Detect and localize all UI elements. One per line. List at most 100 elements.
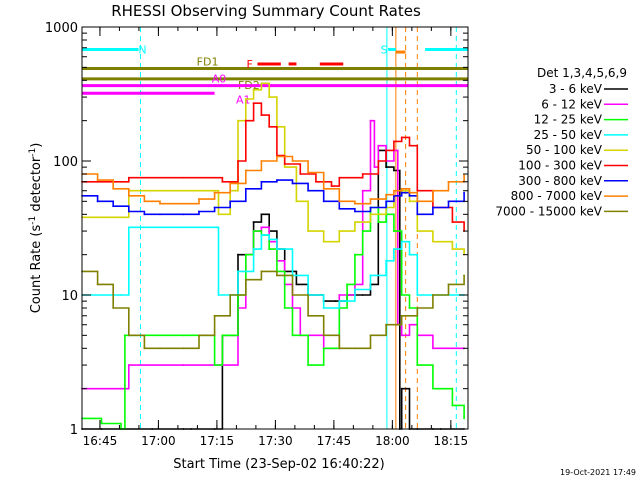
flag-bars: FD1FD2A0A1NSF [82, 43, 468, 106]
series-point-2 [221, 334, 224, 337]
series-point-7 [322, 187, 325, 190]
series-point-8 [127, 334, 130, 337]
series-point-3 [276, 248, 278, 251]
series-point-6 [408, 194, 411, 197]
series-point-6 [213, 206, 216, 209]
series-point-2 [213, 364, 216, 366]
series-point-5 [338, 176, 341, 179]
series-point-4 [283, 166, 286, 169]
series-point-2 [322, 347, 325, 350]
series-point-2 [354, 253, 356, 256]
series-point-8 [408, 314, 411, 317]
legend-entry-label: 100 - 300 keV [518, 159, 602, 173]
axes: 16:45 17:00 17:15 17:30 17:45 18:00 18:15 1 10 10… [45, 21, 468, 448]
series-point-4 [369, 213, 372, 216]
series-point-1 [361, 189, 364, 192]
series-point-0 [237, 253, 239, 256]
series-point-6 [400, 191, 403, 194]
series-point-7 [260, 160, 263, 162]
series-point-5 [299, 173, 302, 175]
legend-title: Det 1,3,4,5,6,9 [537, 66, 627, 80]
series-point-7 [143, 200, 146, 203]
series-point-0 [385, 166, 388, 169]
series-point-4 [416, 230, 419, 232]
series-point-6 [143, 213, 146, 216]
series-point-2 [268, 248, 271, 251]
series-point-7 [244, 169, 247, 172]
series-point-7 [385, 193, 388, 196]
series-point-5 [385, 149, 388, 152]
x-axis-label: Start Time (23-Sep-02 16:40:22) [173, 457, 384, 472]
series-point-6 [354, 210, 356, 213]
x-tick-label: 17:15 [200, 434, 235, 448]
series-point-8 [159, 347, 161, 350]
series-point-8 [229, 294, 232, 296]
series-point-8 [416, 307, 419, 309]
series-point-7 [400, 187, 403, 190]
series-point-2 [252, 230, 255, 232]
series-point-4 [432, 240, 434, 243]
legend-entry-label: 3 - 6 keV [549, 82, 603, 96]
x-tick-label: 17:30 [258, 434, 293, 448]
series-point-0 [260, 213, 263, 216]
series-point-2 [346, 283, 349, 286]
series-point-8 [291, 294, 294, 296]
series-point-6 [307, 189, 310, 192]
series-point-4 [338, 230, 341, 232]
series-point-4 [244, 98, 247, 100]
series-point-1 [400, 334, 403, 337]
y-tick-label: 1000 [45, 21, 78, 36]
series-point-3 [182, 226, 185, 229]
series-point-8 [307, 314, 310, 317]
series-point-7 [408, 191, 411, 194]
y-axis-label-base: Count Rate (s [29, 225, 44, 314]
series-point-5 [315, 180, 317, 183]
series-point-3 [354, 288, 356, 291]
series-point-6 [159, 213, 161, 216]
y-axis-label-sup1: -1 [28, 216, 38, 225]
series-point-7 [291, 160, 294, 162]
series-point-0 [252, 221, 255, 223]
series-point-1 [127, 364, 130, 366]
series-point-6 [447, 200, 450, 203]
series-point-6 [112, 205, 115, 208]
series-point-7 [338, 200, 341, 203]
series-point-6 [244, 187, 247, 190]
series-point-2 [408, 307, 411, 309]
series-point-3 [385, 259, 388, 262]
series-point-6 [182, 213, 185, 216]
series-point-2 [100, 422, 103, 425]
series-point-1 [432, 347, 434, 350]
series-point-8 [244, 278, 247, 281]
series-point-6 [229, 200, 232, 203]
series-point-1 [369, 119, 372, 122]
series-point-8 [182, 347, 185, 350]
y-axis-label-sup2: -1 [28, 148, 38, 157]
series-line-6 [82, 179, 465, 216]
series-point-3 [400, 240, 403, 243]
series-point-7 [213, 191, 216, 194]
series-point-2 [377, 221, 380, 223]
series-point-8 [338, 347, 341, 350]
series-point-7 [432, 189, 434, 192]
series-point-1 [338, 294, 341, 296]
series-point-3 [393, 248, 395, 251]
series-point-3 [127, 226, 130, 229]
series-point-2 [463, 417, 466, 420]
series-point-0 [393, 169, 395, 172]
series-point-7 [127, 194, 130, 197]
footer-timestamp: 19-Oct-2021 17:49 [560, 468, 636, 477]
series-point-5 [451, 221, 454, 223]
series-point-7 [416, 200, 419, 203]
series-point-8 [393, 323, 395, 326]
series-point-4 [322, 240, 325, 243]
series-point-5 [237, 160, 239, 162]
series-point-5 [268, 125, 271, 128]
series-point-6 [276, 179, 278, 182]
series-point-3 [260, 234, 263, 236]
series-point-5 [416, 189, 419, 192]
series-point-7 [276, 155, 278, 158]
series-point-0 [295, 283, 298, 286]
legend-entry-label: 800 - 7000 keV [511, 189, 603, 203]
series-point-5 [377, 160, 380, 162]
